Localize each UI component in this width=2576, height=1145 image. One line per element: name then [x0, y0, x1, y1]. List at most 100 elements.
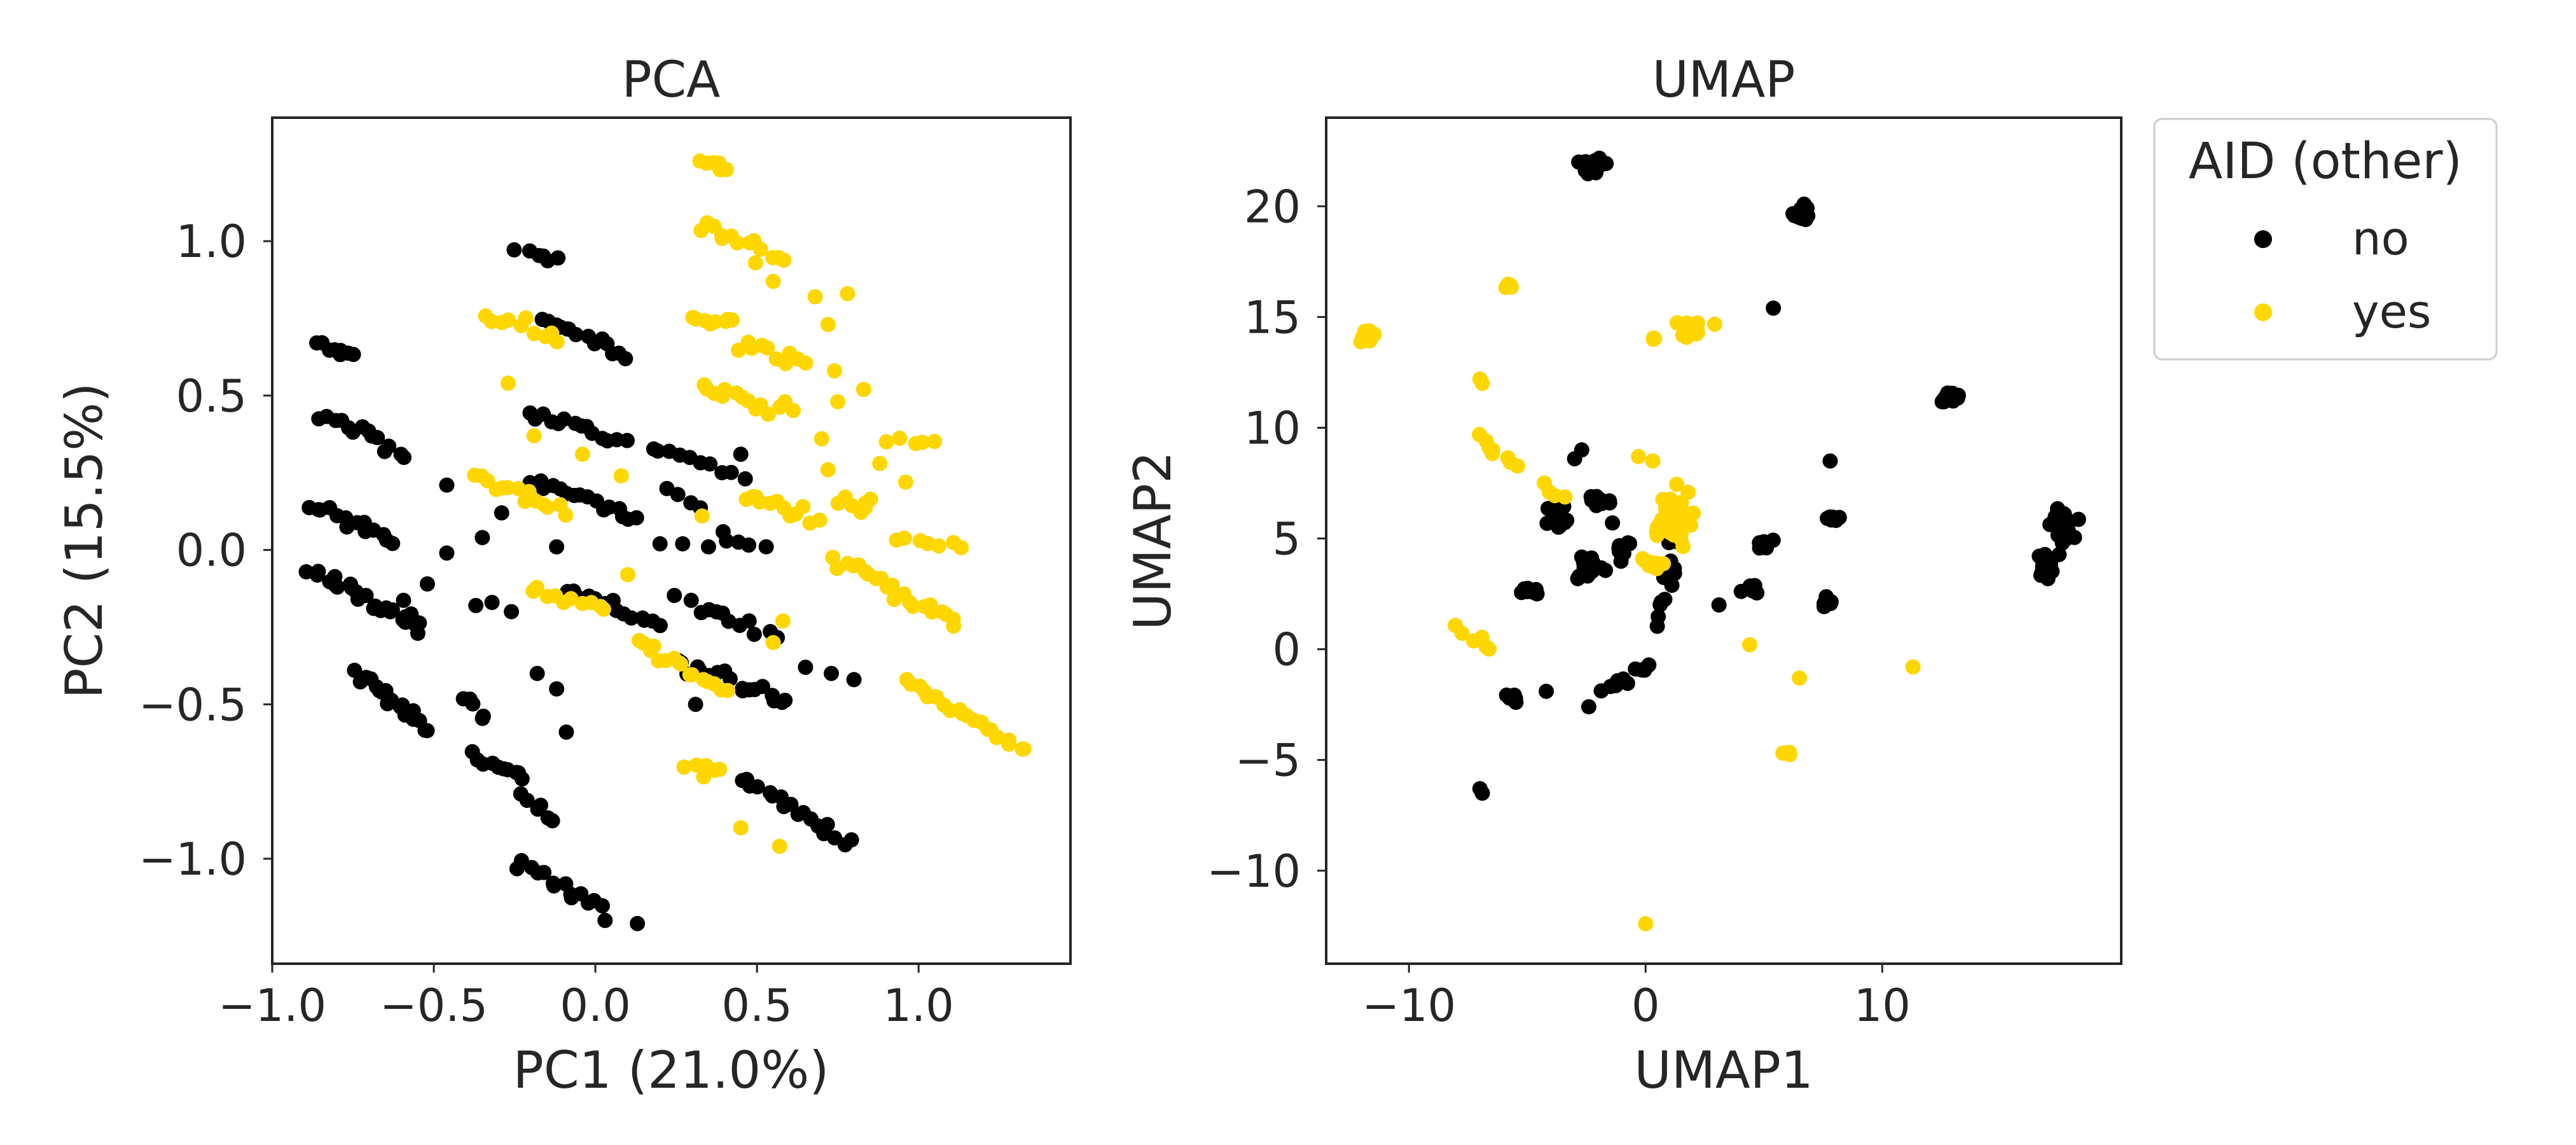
pca-point-yes [931, 538, 946, 554]
pca-point-yes [747, 255, 763, 271]
umap-point-yes [1662, 510, 1678, 525]
pca-point-yes [820, 317, 836, 333]
pca-point-no [474, 711, 490, 726]
umap-point-no [2032, 548, 2047, 564]
pca-point-no [618, 350, 634, 366]
umap-point-yes [1690, 315, 1705, 331]
umap-point-yes [1707, 316, 1722, 332]
pca-point-yes [549, 334, 565, 350]
pca-x-tick-label: 0.5 [721, 980, 792, 1032]
pca-point-yes [613, 468, 629, 484]
pca-point-yes [733, 820, 749, 836]
umap-point-yes [1905, 659, 1921, 675]
umap-axes-frame [1325, 116, 2122, 965]
pca-y-tick-label: 1.0 [176, 216, 247, 268]
pca-y-tick-label: −0.5 [139, 679, 247, 731]
umap-x-tick-label: −10 [1362, 980, 1456, 1032]
pca-point-no [628, 510, 644, 525]
pca-point-no [514, 771, 530, 787]
pca-point-no [345, 347, 361, 363]
umap-point-yes [1686, 505, 1701, 521]
pca-point-no [754, 679, 770, 695]
pca-point-no [558, 724, 574, 740]
umap-point-no [1822, 453, 1838, 469]
pca-point-no [719, 533, 735, 549]
umap-point-no [1539, 683, 1554, 699]
umap-point-no [1617, 539, 1632, 555]
pca-point-yes [574, 447, 590, 462]
pca-point-yes [840, 286, 855, 302]
pca-point-yes [752, 241, 768, 257]
pca-point-yes [719, 162, 734, 177]
umap-point-yes [1742, 637, 1757, 653]
legend-frame [2153, 118, 2498, 361]
pca-point-no [733, 447, 749, 462]
umap-point-yes [1509, 458, 1525, 474]
umap-point-no [1619, 676, 1635, 691]
pca-point-yes [786, 403, 801, 419]
umap-point-no [1816, 596, 1832, 612]
pca-point-yes [526, 326, 542, 342]
pca-point-no [620, 433, 635, 448]
umap-point-no [1581, 699, 1596, 715]
umap-point-yes [1481, 641, 1497, 657]
umap-point-yes [1474, 375, 1490, 391]
pca-point-yes [539, 499, 555, 515]
pca-x-tick-label: −0.5 [380, 980, 488, 1032]
umap-y-tick-label: 10 [1244, 402, 1301, 454]
umap-y-tick-label: 15 [1244, 291, 1301, 344]
legend-title: AID (other) [2189, 133, 2462, 190]
pca-point-yes [776, 253, 792, 268]
pca-point-no [741, 613, 757, 629]
umap-point-yes [1663, 491, 1679, 507]
pca-point-yes [884, 577, 900, 593]
pca-point-no [504, 604, 519, 620]
umap-point-yes [1631, 448, 1647, 464]
pca-point-no [688, 697, 703, 712]
umap-point-yes [1679, 330, 1694, 345]
umap-point-no [1571, 568, 1587, 584]
pca-y-tick-label: 0.5 [176, 370, 247, 422]
pca-point-no [396, 450, 412, 466]
pca-point-yes [760, 406, 776, 422]
pca-point-no [310, 564, 326, 579]
pca-point-no [419, 723, 435, 739]
pca-title: PCA [622, 52, 721, 109]
umap-point-no [1824, 512, 1839, 528]
umap-point-yes [1366, 326, 1382, 342]
umap-point-no [1574, 549, 1589, 565]
pca-point-no [529, 665, 545, 681]
umap-y-tick-label: 5 [1272, 513, 1301, 566]
pca-point-yes [765, 635, 781, 651]
pca-point-yes [558, 507, 574, 523]
pca-point-no [722, 671, 738, 687]
umap-point-no [2070, 511, 2086, 527]
pca-point-yes [820, 462, 836, 478]
pca-point-no [777, 693, 793, 708]
pca-x-axis-label: PC1 (21.0%) [513, 1041, 829, 1100]
pca-point-no [329, 579, 345, 595]
pca-point-no [506, 242, 522, 258]
umap-point-no [2051, 515, 2067, 531]
pca-point-no [700, 539, 716, 555]
pca-point-yes [563, 591, 579, 607]
pca-point-no [439, 545, 455, 561]
pca-point-no [737, 471, 753, 487]
pca-point-no [546, 878, 562, 894]
umap-point-yes [1557, 489, 1573, 505]
pca-point-no [410, 625, 426, 641]
pca-point-yes [676, 759, 692, 775]
umap-panel: UMAP −10 0 10 −10 −5 0 5 10 15 20 UMAP1 UMAP2 [1123, 52, 2122, 1100]
umap-point-yes [1502, 277, 1518, 293]
legend-marker-yes [2254, 303, 2272, 321]
umap-point-no [1567, 451, 1582, 467]
pca-point-no [533, 797, 548, 813]
legend-label-no: no [2352, 212, 2409, 265]
pca-point-no [824, 665, 839, 681]
umap-point-yes [1454, 625, 1470, 641]
pca-point-no [683, 592, 699, 608]
pca-point-yes [501, 312, 516, 328]
umap-point-yes [1637, 553, 1653, 569]
pca-point-yes [827, 363, 843, 378]
